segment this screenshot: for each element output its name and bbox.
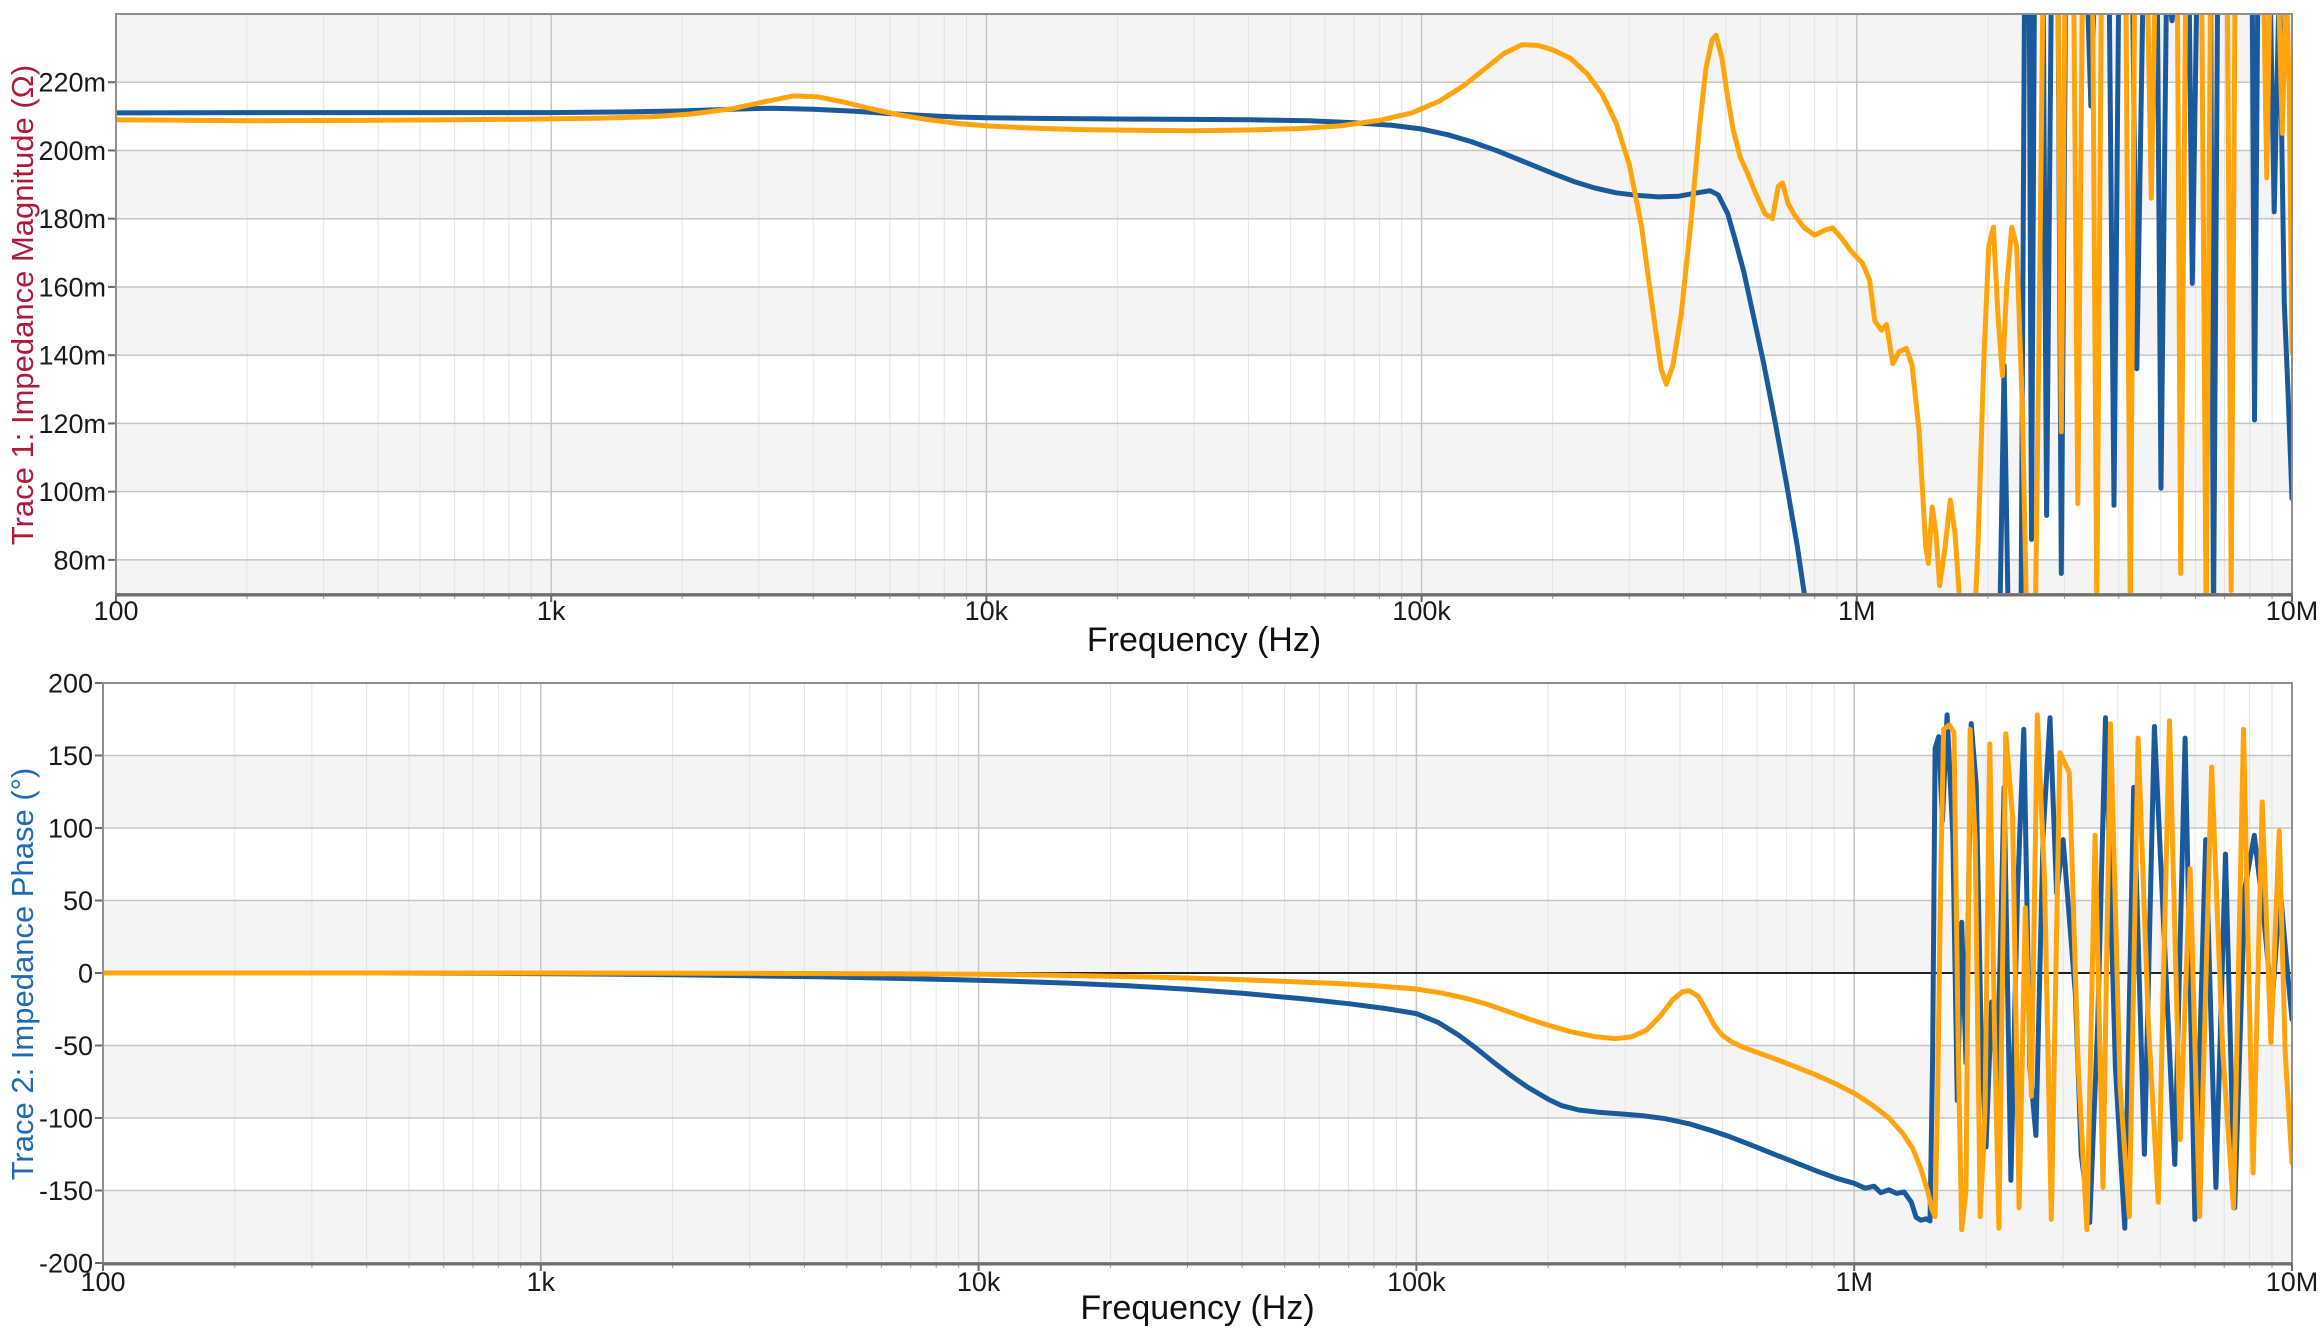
magnitude-x-axis-title: Frequency (Hz) bbox=[1086, 621, 1322, 659]
plot-band bbox=[116, 423, 2292, 492]
plot-band bbox=[103, 1045, 2292, 1118]
x-tick-label: 10M bbox=[2266, 596, 2319, 626]
x-tick-label: 100k bbox=[1387, 1267, 1446, 1297]
x-tick-label: 10k bbox=[957, 1267, 1001, 1297]
plot-band bbox=[103, 900, 2292, 973]
phase-x-axis-title: Frequency (Hz) bbox=[1080, 1289, 1315, 1327]
y-tick-label: 160m bbox=[38, 272, 106, 302]
x-tick-label: 1k bbox=[537, 596, 566, 626]
plot-band bbox=[116, 150, 2292, 219]
x-tick-label: 1k bbox=[527, 1267, 556, 1297]
y-tick-label: 150 bbox=[48, 741, 93, 771]
y-tick-label: 100m bbox=[38, 477, 106, 507]
x-tick-label: 1M bbox=[1835, 1267, 1873, 1297]
y-tick-label: 180m bbox=[38, 204, 106, 234]
plot-band bbox=[103, 1190, 2292, 1263]
magnitude-y-axis-title: Trace 1: Impedance Magnitude (Ω) bbox=[5, 64, 40, 546]
y-tick-label: 80m bbox=[53, 545, 106, 575]
y-tick-label: 140m bbox=[38, 341, 106, 371]
x-tick-label: 1M bbox=[1838, 596, 1876, 626]
y-tick-label: 220m bbox=[38, 68, 106, 98]
trace-impedance-magnitude-blue bbox=[116, 14, 2292, 594]
plot-band bbox=[116, 286, 2292, 356]
y-tick-label: 50 bbox=[63, 886, 93, 916]
x-tick-label: 100 bbox=[93, 596, 138, 626]
x-tick-label: 100k bbox=[1392, 596, 1451, 626]
y-tick-label: 200 bbox=[48, 668, 93, 698]
y-tick-label: -150 bbox=[39, 1176, 93, 1206]
x-tick-label: 10M bbox=[2266, 1267, 2319, 1297]
x-tick-label: 100 bbox=[80, 1267, 125, 1297]
y-tick-label: 0 bbox=[78, 958, 93, 988]
y-tick-label: -100 bbox=[39, 1103, 93, 1133]
phase-y-axis-title: Trace 2: Impedance Phase (°) bbox=[5, 767, 40, 1181]
plot-band bbox=[103, 755, 2292, 828]
x-tick-label: 10k bbox=[965, 596, 1009, 626]
trace-impedance-magnitude-orange bbox=[116, 14, 2292, 594]
y-tick-label: 100 bbox=[48, 813, 93, 843]
y-tick-label: -50 bbox=[54, 1031, 93, 1061]
y-tick-label: 200m bbox=[38, 136, 106, 166]
trace-impedance-phase-orange bbox=[103, 712, 2292, 1233]
y-tick-label: -200 bbox=[39, 1248, 93, 1278]
plot-band bbox=[116, 14, 2292, 83]
y-tick-label: 120m bbox=[38, 409, 106, 439]
